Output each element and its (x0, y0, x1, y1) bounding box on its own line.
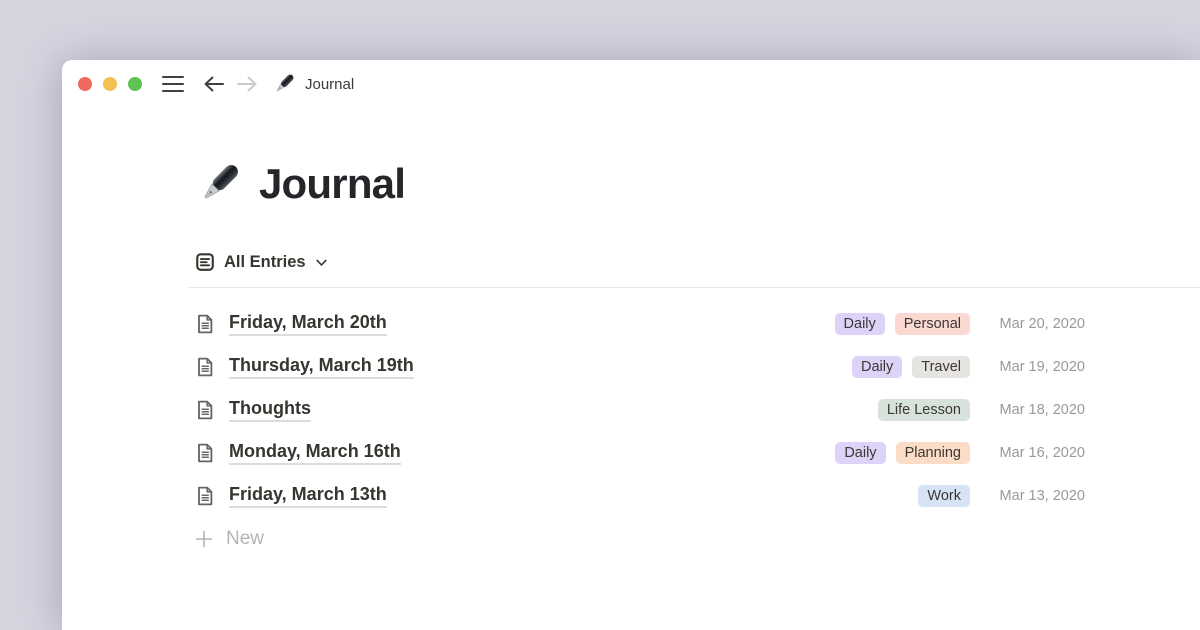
traffic-lights (78, 77, 142, 91)
tag: Travel (912, 355, 970, 378)
entry-tags: Daily Travel (852, 355, 970, 378)
tag: Daily (834, 312, 885, 335)
page-document-icon (198, 357, 213, 376)
new-entry-button[interactable]: New (195, 517, 1085, 560)
tag: Daily (835, 441, 886, 464)
entry-row[interactable]: Friday, March 13th Work Mar 13, 2020 (195, 474, 1085, 517)
entries-list: Friday, March 20th Daily Personal Mar 20,… (195, 302, 1085, 517)
entry-date: Mar 20, 2020 (999, 315, 1085, 332)
entry-title[interactable]: Thoughts (229, 398, 311, 422)
page-document-icon (198, 400, 213, 419)
sidebar-menu-button[interactable] (162, 75, 184, 93)
plus-icon (195, 530, 213, 547)
arrow-right-icon (237, 76, 257, 92)
entry-tags: Life Lesson (877, 398, 970, 421)
page-document-icon (198, 314, 213, 333)
entry-date: Mar 16, 2020 (999, 444, 1085, 461)
pen-icon[interactable] (195, 160, 243, 208)
entry-tags: Daily Planning (835, 441, 970, 464)
page-content: Journal All Entries Friday, March 20th D… (62, 108, 1200, 560)
entry-tags: Daily Personal (834, 312, 970, 335)
entry-row[interactable]: Thursday, March 19th Daily Travel Mar 19,… (195, 345, 1085, 388)
page-document-icon (198, 443, 213, 462)
entry-date: Mar 13, 2020 (999, 487, 1085, 504)
entry-title[interactable]: Friday, March 20th (229, 312, 387, 336)
forward-button[interactable] (235, 72, 259, 96)
titlebar: Journal (62, 60, 1200, 108)
entry-date: Mar 18, 2020 (999, 401, 1085, 418)
minimize-window-button[interactable] (103, 77, 117, 91)
entry-row[interactable]: Friday, March 20th Daily Personal Mar 20,… (195, 302, 1085, 345)
titlebar-title: Journal (305, 75, 355, 93)
entry-row[interactable]: Monday, March 16th Daily Planning Mar 16,… (195, 431, 1085, 474)
divider (188, 287, 1200, 288)
entry-title[interactable]: Friday, March 13th (229, 484, 387, 508)
tag: Work (918, 484, 970, 507)
tag: Planning (895, 441, 970, 464)
tag: Personal (894, 312, 970, 335)
app-window: Journal Journal All Entries Friday, Marc… (62, 60, 1200, 630)
chevron-down-icon (316, 259, 327, 266)
pen-icon (274, 72, 296, 94)
new-entry-label: New (226, 527, 265, 549)
arrow-left-icon (204, 76, 224, 92)
close-window-button[interactable] (78, 77, 92, 91)
page-title: Journal (195, 160, 1085, 208)
view-switcher[interactable]: All Entries (195, 252, 327, 272)
entry-row[interactable]: Thoughts Life Lesson Mar 18, 2020 (195, 388, 1085, 431)
back-button[interactable] (202, 72, 226, 96)
tag: Daily (852, 355, 903, 378)
entry-title[interactable]: Thursday, March 19th (229, 355, 414, 379)
list-view-icon (196, 253, 214, 271)
entry-tags: Work (918, 484, 970, 507)
tag: Life Lesson (877, 398, 970, 421)
page-document-icon (198, 486, 213, 505)
page-title-text: Journal (259, 160, 406, 207)
entry-date: Mar 19, 2020 (999, 358, 1085, 375)
entry-title[interactable]: Monday, March 16th (229, 441, 401, 465)
zoom-window-button[interactable] (128, 77, 142, 91)
view-label: All Entries (224, 252, 306, 271)
